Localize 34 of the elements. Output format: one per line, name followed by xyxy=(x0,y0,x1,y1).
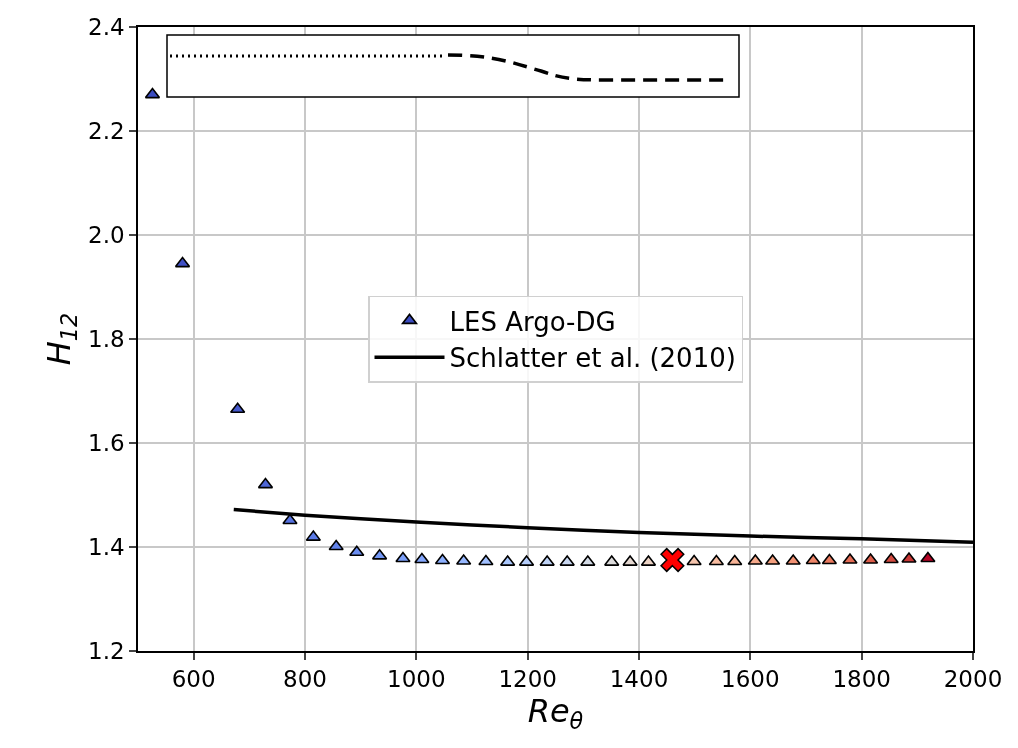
point xyxy=(395,551,411,563)
y-tick-label: 1.6 xyxy=(88,430,125,457)
point xyxy=(686,554,702,566)
point xyxy=(174,256,191,268)
x-tick-label: 1200 xyxy=(498,666,557,693)
point xyxy=(414,552,430,564)
point xyxy=(478,554,494,566)
point xyxy=(805,553,821,565)
point xyxy=(708,554,725,566)
x-axis-title: Re$_{θ}$ xyxy=(527,692,584,735)
point xyxy=(727,554,743,566)
point xyxy=(257,477,274,489)
y-tick-label: 2.4 xyxy=(88,14,125,41)
y-tick-label: 2.0 xyxy=(88,222,125,249)
x-tick-label: 800 xyxy=(283,666,327,693)
y-tick-label: 2.2 xyxy=(88,118,125,145)
x-tick-label: 1600 xyxy=(721,666,780,693)
x-tick-label: 2000 xyxy=(943,666,1003,693)
y-tick-label: 1.8 xyxy=(88,326,125,353)
point xyxy=(434,553,451,565)
point xyxy=(660,547,685,573)
x-tick-label: 1000 xyxy=(387,666,446,693)
y-tick-label: 1.4 xyxy=(88,534,125,561)
point xyxy=(883,552,899,564)
x-tick-label: 1800 xyxy=(832,666,891,693)
point xyxy=(920,551,936,563)
legend-label: Schlatter et al. (2010) xyxy=(449,343,736,374)
point xyxy=(144,87,161,99)
point xyxy=(328,539,344,551)
legend-label: LES Argo-DG xyxy=(449,306,616,337)
point xyxy=(821,553,838,565)
x-tick-label: 600 xyxy=(171,666,216,693)
x-tick-label: 1400 xyxy=(609,666,669,693)
y-tick-label: 1.2 xyxy=(88,638,125,665)
